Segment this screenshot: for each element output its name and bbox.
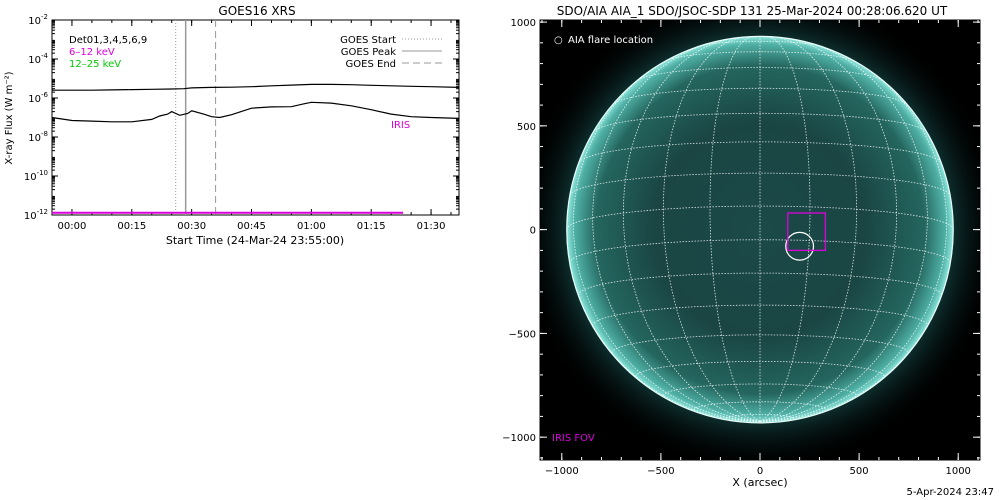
y-axis-label: X-ray Flux (W m⁻²): [4, 71, 15, 164]
timestamp: 5-Apr-2024 23:47: [906, 487, 994, 498]
aia-frame: [539, 19, 981, 461]
latitude-line: [666, 51, 854, 62]
series-line-1: [52, 83, 460, 91]
longitude-line: [566, 229, 761, 422]
longitude-line: [759, 36, 857, 422]
aia-x-axis-label: X (arcsec): [732, 476, 787, 489]
longitude-line: [759, 54, 948, 422]
x-axis-label: Start Time (24-Mar-24 23:55:00): [166, 234, 344, 247]
iris-annotation: IRIS: [391, 120, 410, 131]
legend-left-item-2: 6–12 keV: [69, 47, 115, 58]
aia-axes: −1000 −500 0 500 1000 1000 500 0 −500 −1000: [502, 18, 980, 477]
y-axis: 10-2 10-4 10-6 10-8 10-10 10-12: [24, 13, 459, 222]
longitude-line: [663, 36, 761, 422]
longitude-line: [572, 54, 761, 422]
y-tick-label: 10-12: [24, 208, 48, 222]
aia-y-tick-label: 0: [530, 226, 536, 237]
solar-limb: [566, 35, 954, 424]
corona-glow: [540, 20, 980, 460]
latitude-line: [612, 87, 908, 105]
longitude-line: [759, 37, 897, 422]
aia-x-tick-label: −1000: [545, 466, 579, 477]
latitude-line: [663, 383, 857, 396]
iris-fov-box: [787, 212, 827, 252]
iris-fov-label: IRIS FOV: [552, 433, 595, 444]
longitude-line: [759, 229, 954, 422]
y-tick-label: 10-8: [28, 130, 48, 144]
aia-y-tick-label: −1000: [502, 433, 536, 444]
latitude-line: [569, 239, 951, 263]
goes-event-markers: [175, 20, 217, 215]
latitude-line: [578, 141, 942, 163]
latitude-line: [611, 334, 909, 353]
y-tick-label: 10-2: [28, 13, 48, 27]
x-tick-label: 00:30: [177, 221, 206, 232]
longitude-line: [623, 37, 761, 422]
x-tick-label: 00:00: [58, 221, 87, 232]
aia-x-tick-label: −500: [647, 466, 674, 477]
longitude-line: [759, 40, 928, 422]
series-line-2: [51, 101, 460, 123]
latitude-line: [593, 112, 927, 132]
latitude-line: [736, 36, 784, 39]
longitude-line: [592, 40, 761, 422]
series-group: [51, 83, 460, 214]
x-tick-label: 01:30: [417, 221, 446, 232]
x-tick-label: 00:15: [117, 221, 146, 232]
y-tick-label: 10-4: [28, 52, 48, 66]
latitude-line: [726, 414, 794, 419]
legend-right-item-3: GOES End: [346, 59, 396, 70]
latitude-line: [693, 401, 827, 410]
aia-x-tick-label: 1000: [945, 466, 970, 477]
x-tick-label: 01:15: [357, 221, 386, 232]
legend-left-item-1: Det01,3,4,5,6,9: [69, 35, 147, 46]
legend-left-item-3: 12–25 keV: [69, 59, 121, 70]
latitude-line: [637, 67, 883, 81]
heliographic-grid: [566, 36, 954, 422]
latitude-line: [697, 40, 823, 47]
aia-legend-text: AIA flare location: [568, 35, 653, 46]
aia-y-tick-label: 500: [517, 122, 536, 133]
solar-disk: [566, 36, 954, 423]
y-tick-label: 10-10: [24, 169, 48, 183]
latitude-line: [578, 272, 942, 296]
x-tick-label: 00:45: [237, 221, 266, 232]
legend-right-item-1: GOES Start: [340, 35, 396, 46]
aia-title: SDO/AIA AIA_1 SDO/JSOC-SDP 131 25-Mar-20…: [557, 4, 948, 18]
longitude-line: [709, 36, 761, 422]
longitude-line: [759, 36, 811, 422]
aia-background: [540, 20, 980, 460]
aia-x-tick-label: 0: [757, 466, 763, 477]
x-tick-label: 01:00: [297, 221, 326, 232]
y-tick-label: 10-6: [28, 91, 48, 105]
latitude-line: [635, 361, 885, 377]
goes-xrs-chart: GOES16 XRS 10-2 10-4 10-6 10-8 10-10 10-12 00…: [4, 4, 460, 247]
aia-legend-symbol: ○: [554, 35, 563, 46]
aia-x-tick-label: 500: [850, 466, 869, 477]
chart-title: GOES16 XRS: [218, 4, 295, 18]
latitude-line: [592, 304, 928, 326]
latitude-line: [569, 172, 951, 196]
latitude-line: [566, 205, 954, 230]
legend-right-item-2: GOES Peak: [341, 47, 396, 58]
aia-y-tick-label: 1000: [511, 18, 536, 29]
flare-location-marker: [785, 231, 815, 261]
aia-y-tick-label: −500: [509, 329, 536, 340]
